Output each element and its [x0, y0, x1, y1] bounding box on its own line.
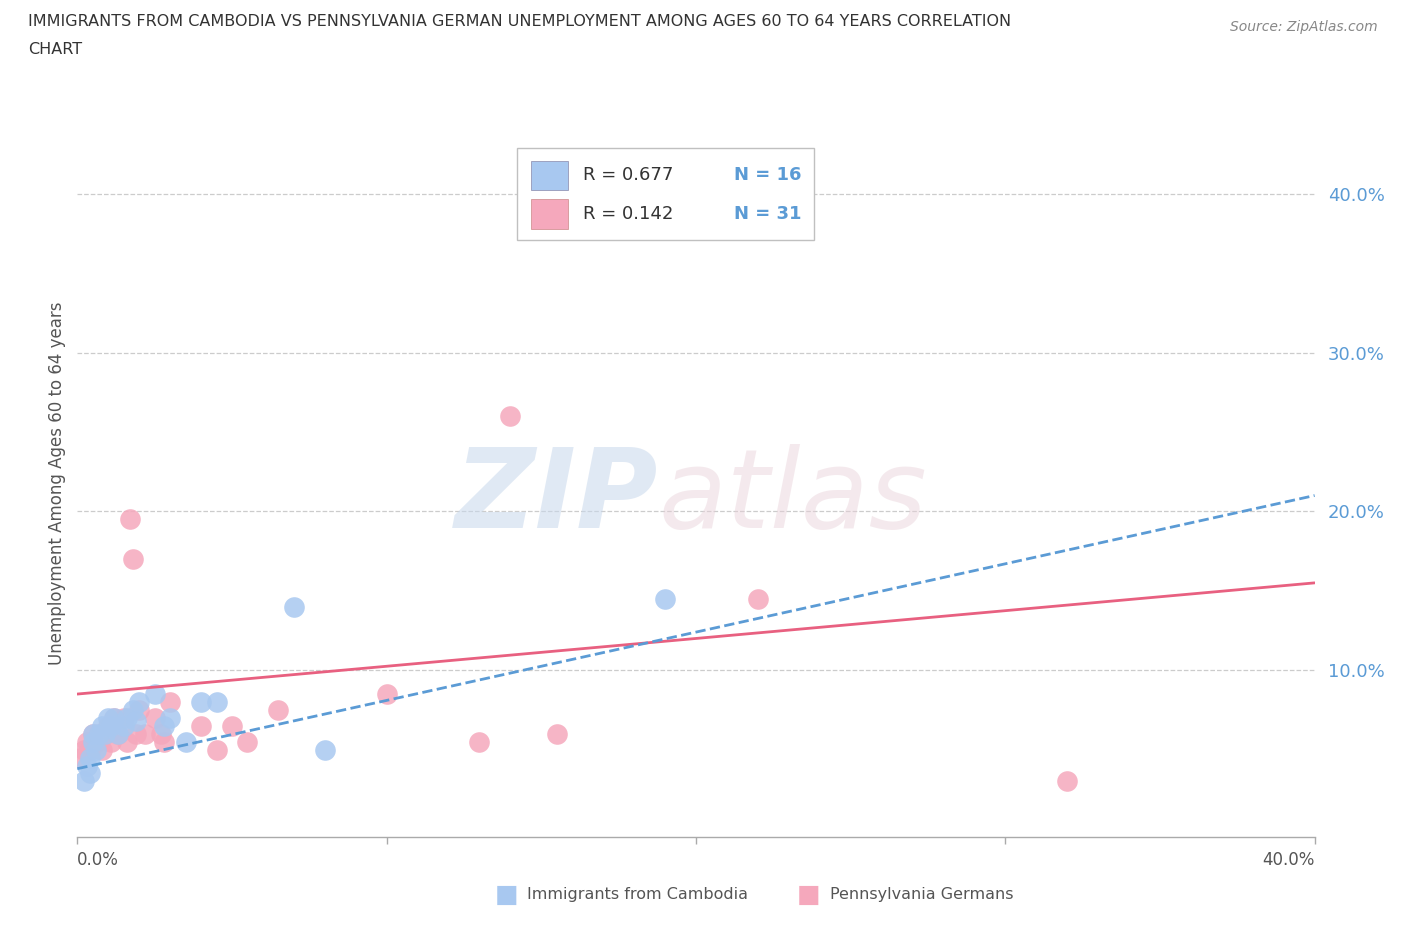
Point: [236, 735, 259, 750]
Point: [125, 726, 148, 741]
Point: [468, 735, 491, 750]
Point: [79, 766, 101, 781]
Point: [82, 726, 104, 741]
Text: R = 0.142: R = 0.142: [582, 205, 673, 223]
FancyBboxPatch shape: [531, 161, 568, 191]
Text: ZIP: ZIP: [456, 445, 659, 551]
Point: [72, 742, 94, 757]
Point: [499, 408, 522, 423]
Point: [1056, 774, 1078, 789]
Point: [205, 742, 228, 757]
Point: [153, 735, 176, 750]
Text: R = 0.677: R = 0.677: [582, 166, 673, 184]
Point: [94, 726, 117, 741]
Point: [143, 711, 166, 725]
Text: IMMIGRANTS FROM CAMBODIA VS PENNSYLVANIA GERMAN UNEMPLOYMENT AMONG AGES 60 TO 64: IMMIGRANTS FROM CAMBODIA VS PENNSYLVANIA…: [28, 14, 1011, 29]
Point: [84, 742, 107, 757]
Point: [153, 718, 176, 733]
Text: ■: ■: [495, 883, 517, 907]
Point: [283, 599, 305, 614]
Point: [107, 726, 129, 741]
Point: [112, 711, 135, 725]
FancyBboxPatch shape: [516, 148, 814, 240]
Point: [100, 735, 122, 750]
Point: [122, 702, 145, 717]
Point: [122, 551, 145, 566]
Text: 0.0%: 0.0%: [77, 851, 120, 870]
Text: 40.0%: 40.0%: [1263, 851, 1315, 870]
Text: Source: ZipAtlas.com: Source: ZipAtlas.com: [1230, 20, 1378, 34]
Point: [205, 695, 228, 710]
Point: [134, 726, 156, 741]
Point: [79, 742, 101, 757]
Point: [115, 735, 138, 750]
Y-axis label: Unemployment Among Ages 60 to 64 years: Unemployment Among Ages 60 to 64 years: [48, 302, 66, 665]
Point: [84, 735, 107, 750]
Point: [159, 711, 181, 725]
Point: [87, 726, 110, 741]
Point: [69, 751, 91, 765]
Point: [174, 735, 197, 750]
Text: Immigrants from Cambodia: Immigrants from Cambodia: [527, 887, 748, 902]
Point: [97, 711, 120, 725]
Point: [79, 751, 101, 765]
Point: [87, 726, 110, 741]
Text: N = 16: N = 16: [734, 166, 801, 184]
Point: [128, 695, 150, 710]
Point: [128, 702, 150, 717]
Point: [118, 512, 141, 526]
Point: [115, 711, 138, 725]
FancyBboxPatch shape: [531, 199, 568, 229]
Point: [97, 718, 120, 733]
Point: [76, 735, 98, 750]
Text: CHART: CHART: [28, 42, 82, 57]
Point: [375, 686, 398, 701]
Point: [82, 735, 104, 750]
Point: [72, 774, 94, 789]
Point: [91, 718, 114, 733]
Text: N = 31: N = 31: [734, 205, 801, 223]
Point: [159, 695, 181, 710]
Point: [314, 742, 336, 757]
Point: [654, 591, 676, 606]
Text: ■: ■: [797, 883, 820, 907]
Point: [125, 713, 148, 728]
Point: [221, 718, 243, 733]
Point: [267, 702, 290, 717]
Point: [190, 695, 212, 710]
Point: [100, 718, 122, 733]
Point: [103, 711, 125, 725]
Text: atlas: atlas: [659, 445, 928, 551]
Point: [149, 726, 172, 741]
Point: [94, 726, 117, 741]
Point: [103, 711, 125, 725]
Point: [91, 742, 114, 757]
Point: [82, 726, 104, 741]
Point: [76, 758, 98, 773]
Point: [546, 726, 568, 741]
Point: [107, 726, 129, 741]
Point: [112, 718, 135, 733]
Point: [143, 686, 166, 701]
Point: [190, 718, 212, 733]
Point: [747, 591, 769, 606]
Text: Pennsylvania Germans: Pennsylvania Germans: [830, 887, 1014, 902]
